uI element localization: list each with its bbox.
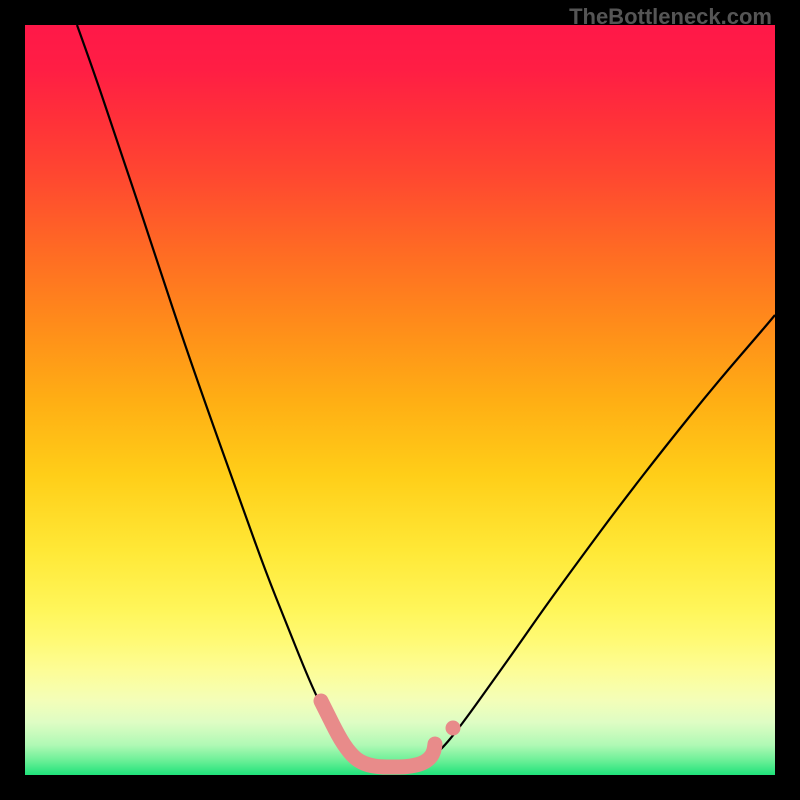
valley-marker-dot bbox=[446, 721, 461, 736]
chart-background bbox=[25, 25, 775, 775]
chart-frame: TheBottleneck.com bbox=[0, 0, 800, 800]
chart-plot-area bbox=[25, 25, 775, 775]
watermark-text: TheBottleneck.com bbox=[569, 4, 772, 30]
chart-svg bbox=[25, 25, 775, 775]
